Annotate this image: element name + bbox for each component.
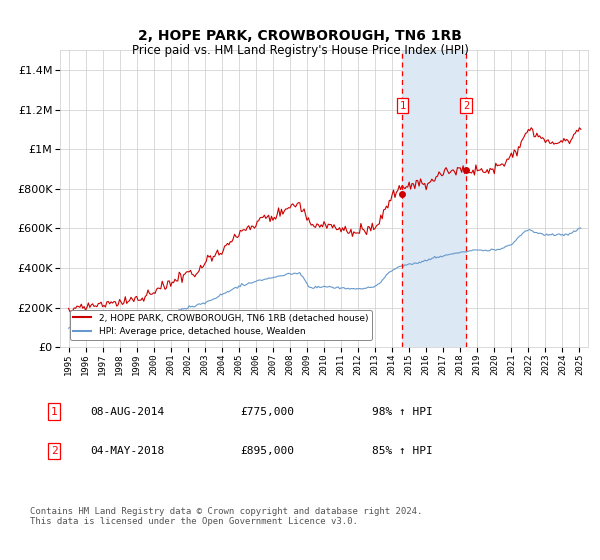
Legend: 2, HOPE PARK, CROWBOROUGH, TN6 1RB (detached house), HPI: Average price, detache: 2, HOPE PARK, CROWBOROUGH, TN6 1RB (deta… [70, 310, 372, 340]
Text: £775,000: £775,000 [240, 407, 294, 417]
Bar [403, 50, 466, 347]
Text: 08-AUG-2014: 08-AUG-2014 [90, 407, 164, 417]
Text: Contains HM Land Registry data © Crown copyright and database right 2024.
This d: Contains HM Land Registry data © Crown c… [30, 507, 422, 526]
Text: Price paid vs. HM Land Registry's House Price Index (HPI): Price paid vs. HM Land Registry's House … [131, 44, 469, 57]
Text: 2: 2 [50, 446, 58, 456]
Text: 2, HOPE PARK, CROWBOROUGH, TN6 1RB: 2, HOPE PARK, CROWBOROUGH, TN6 1RB [138, 29, 462, 44]
Text: 98% ↑ HPI: 98% ↑ HPI [372, 407, 433, 417]
Text: £895,000: £895,000 [240, 446, 294, 456]
Text: 04-MAY-2018: 04-MAY-2018 [90, 446, 164, 456]
Text: 2: 2 [463, 101, 469, 111]
Text: 85% ↑ HPI: 85% ↑ HPI [372, 446, 433, 456]
Text: 1: 1 [399, 101, 406, 111]
Text: 1: 1 [50, 407, 58, 417]
